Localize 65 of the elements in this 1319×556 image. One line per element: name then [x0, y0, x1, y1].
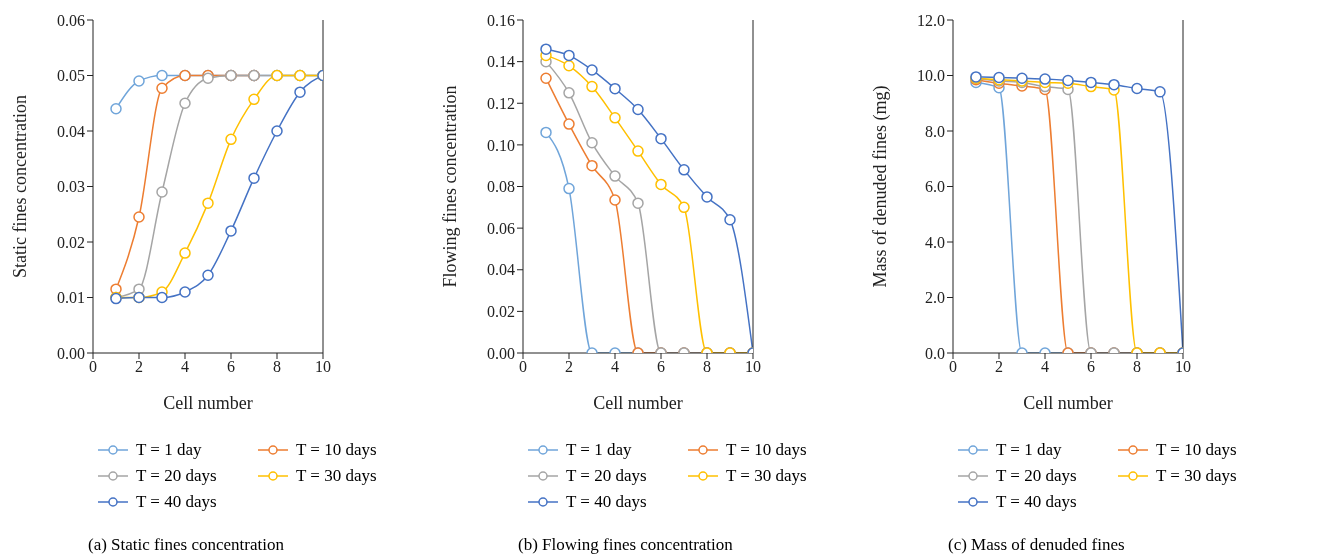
legend-label: T = 30 days: [726, 466, 807, 486]
legend-label: T = 1 day: [566, 440, 632, 460]
x-axis-title: Cell number: [593, 393, 683, 413]
legend-label: T = 40 days: [566, 492, 647, 512]
x-tick-label: 4: [611, 358, 619, 376]
legend-label: T = 20 days: [566, 466, 647, 486]
legend-label: T = 1 day: [996, 440, 1062, 460]
x-tick-label: 6: [657, 358, 665, 376]
y-tick-label: 4.0: [925, 233, 945, 251]
y-tick-label: 0.02: [487, 303, 515, 321]
y-tick-label: 0.05: [57, 67, 85, 85]
y-tick-label: 0.00: [487, 344, 515, 362]
x-tick-label: 0: [89, 358, 97, 376]
x-tick-label: 10: [1175, 358, 1191, 376]
y-tick-label: 0.03: [57, 178, 85, 196]
y-tick-label: 0.04: [487, 261, 515, 279]
y-tick-label: 0.06: [57, 11, 85, 29]
y-tick-label: 0.10: [487, 136, 515, 154]
y-axis-title: Mass of denuded fines (mg): [870, 85, 892, 288]
x-tick-label: 8: [703, 358, 711, 376]
legend-label: T = 40 days: [996, 492, 1077, 512]
y-tick-label: 6.0: [925, 178, 945, 196]
legend-label: T = 20 days: [996, 466, 1077, 486]
y-axis-title: Static fines concentration: [10, 95, 31, 278]
y-tick-label: 12.0: [917, 11, 945, 29]
text: (c) Mass of denuded fines: [948, 535, 1126, 555]
y-tick-label: 0.14: [487, 53, 515, 71]
y-tick-label: 0.01: [57, 289, 85, 307]
x-tick-label: 2: [565, 358, 573, 376]
y-tick-label: 0.06: [487, 219, 515, 237]
legend-label: T = 30 days: [1156, 466, 1237, 486]
legend-label: T = 20 days: [136, 466, 217, 486]
x-tick-label: 0: [519, 358, 527, 376]
y-tick-label: 10.0: [917, 67, 945, 85]
x-axis-title: Cell number: [163, 393, 253, 413]
legend-label: T = 30 days: [296, 466, 377, 486]
y-tick-label: 0.08: [487, 178, 515, 196]
y-tick-label: 0.0: [925, 344, 945, 362]
x-axis-title: Cell number: [1023, 393, 1113, 413]
legend-label: T = 1 day: [136, 440, 202, 460]
legend-label: T = 10 days: [726, 440, 807, 460]
y-tick-label: 0.00: [57, 344, 85, 362]
y-tick-label: 0.04: [57, 122, 85, 140]
text: (b) Flowing fines concentration: [518, 535, 734, 555]
y-tick-label: 0.16: [487, 11, 515, 29]
legend-label: T = 10 days: [1156, 440, 1237, 460]
x-tick-label: 8: [273, 358, 281, 376]
x-tick-label: 4: [1041, 358, 1049, 376]
x-tick-label: 6: [1087, 358, 1095, 376]
x-tick-label: 6: [227, 358, 235, 376]
y-tick-label: 8.0: [925, 122, 945, 140]
y-tick-label: 0.02: [57, 233, 85, 251]
x-tick-label: 10: [745, 358, 761, 376]
y-tick-label: 2.0: [925, 289, 945, 307]
text: (a) Static fines concentration: [88, 535, 285, 555]
x-tick-label: 8: [1133, 358, 1141, 376]
legend-label: T = 10 days: [296, 440, 377, 460]
x-tick-label: 10: [315, 358, 331, 376]
y-tick-label: 0.12: [487, 94, 515, 112]
legend-label: T = 40 days: [136, 492, 217, 512]
x-tick-label: 4: [181, 358, 189, 376]
x-tick-label: 2: [135, 358, 143, 376]
x-tick-label: 2: [995, 358, 1003, 376]
y-axis-title: Flowing fines concentration: [440, 85, 461, 288]
x-tick-label: 0: [949, 358, 957, 376]
